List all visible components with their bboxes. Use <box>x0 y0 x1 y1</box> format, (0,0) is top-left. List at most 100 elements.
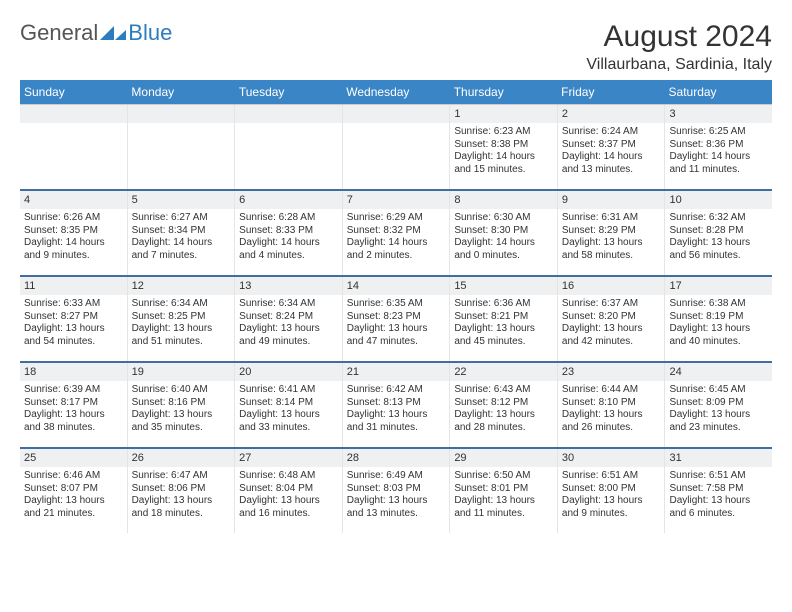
sunset-line: Sunset: 8:35 PM <box>24 225 123 238</box>
day-cell: 31Sunrise: 6:51 AMSunset: 7:58 PMDayligh… <box>665 449 772 533</box>
day-cell: 9Sunrise: 6:31 AMSunset: 8:29 PMDaylight… <box>558 191 666 275</box>
sunset-line: Sunset: 8:33 PM <box>239 225 338 238</box>
sunset-line: Sunset: 8:07 PM <box>24 483 123 496</box>
day-cell <box>20 105 128 189</box>
day-body: Sunrise: 6:34 AMSunset: 8:25 PMDaylight:… <box>128 295 235 361</box>
sunrise-line: Sunrise: 6:44 AM <box>562 384 661 397</box>
day-cell: 2Sunrise: 6:24 AMSunset: 8:37 PMDaylight… <box>558 105 666 189</box>
day-cell: 24Sunrise: 6:45 AMSunset: 8:09 PMDayligh… <box>665 363 772 447</box>
sunrise-line: Sunrise: 6:33 AM <box>24 298 123 311</box>
daylight-line: Daylight: 13 hours and 35 minutes. <box>132 409 231 434</box>
daylight-line: Daylight: 14 hours and 0 minutes. <box>454 237 553 262</box>
day-cell: 12Sunrise: 6:34 AMSunset: 8:25 PMDayligh… <box>128 277 236 361</box>
sunrise-line: Sunrise: 6:32 AM <box>669 212 768 225</box>
sunset-line: Sunset: 8:12 PM <box>454 397 553 410</box>
sunrise-line: Sunrise: 6:34 AM <box>132 298 231 311</box>
day-cell: 17Sunrise: 6:38 AMSunset: 8:19 PMDayligh… <box>665 277 772 361</box>
daylight-line: Daylight: 13 hours and 18 minutes. <box>132 495 231 520</box>
day-cell: 23Sunrise: 6:44 AMSunset: 8:10 PMDayligh… <box>558 363 666 447</box>
sunrise-line: Sunrise: 6:29 AM <box>347 212 446 225</box>
day-cell: 26Sunrise: 6:47 AMSunset: 8:06 PMDayligh… <box>128 449 236 533</box>
day-cell: 28Sunrise: 6:49 AMSunset: 8:03 PMDayligh… <box>343 449 451 533</box>
day-body: Sunrise: 6:26 AMSunset: 8:35 PMDaylight:… <box>20 209 127 275</box>
day-body: Sunrise: 6:47 AMSunset: 8:06 PMDaylight:… <box>128 467 235 533</box>
day-cell <box>343 105 451 189</box>
sunrise-line: Sunrise: 6:24 AM <box>562 126 661 139</box>
logo-mark-icon <box>100 24 126 42</box>
day-body <box>128 123 235 189</box>
sunset-line: Sunset: 8:34 PM <box>132 225 231 238</box>
day-body: Sunrise: 6:29 AMSunset: 8:32 PMDaylight:… <box>343 209 450 275</box>
sunset-line: Sunset: 8:03 PM <box>347 483 446 496</box>
day-number: 21 <box>343 363 450 381</box>
weeks-grid: 1Sunrise: 6:23 AMSunset: 8:38 PMDaylight… <box>20 104 772 533</box>
daylight-line: Daylight: 13 hours and 51 minutes. <box>132 323 231 348</box>
day-number: 11 <box>20 277 127 295</box>
day-number: 15 <box>450 277 557 295</box>
location-subtitle: Villaurbana, Sardinia, Italy <box>586 56 772 74</box>
sunrise-line: Sunrise: 6:51 AM <box>562 470 661 483</box>
sunset-line: Sunset: 8:14 PM <box>239 397 338 410</box>
sunrise-line: Sunrise: 6:51 AM <box>669 470 768 483</box>
day-cell: 11Sunrise: 6:33 AMSunset: 8:27 PMDayligh… <box>20 277 128 361</box>
day-cell: 16Sunrise: 6:37 AMSunset: 8:20 PMDayligh… <box>558 277 666 361</box>
day-cell: 18Sunrise: 6:39 AMSunset: 8:17 PMDayligh… <box>20 363 128 447</box>
day-cell: 14Sunrise: 6:35 AMSunset: 8:23 PMDayligh… <box>343 277 451 361</box>
sunset-line: Sunset: 8:38 PM <box>454 139 553 152</box>
day-cell <box>235 105 343 189</box>
daylight-line: Daylight: 13 hours and 9 minutes. <box>562 495 661 520</box>
day-number: 18 <box>20 363 127 381</box>
logo-text-blue: Blue <box>128 20 172 46</box>
sunset-line: Sunset: 8:06 PM <box>132 483 231 496</box>
daylight-line: Daylight: 13 hours and 45 minutes. <box>454 323 553 348</box>
sunset-line: Sunset: 8:20 PM <box>562 311 661 324</box>
day-cell: 13Sunrise: 6:34 AMSunset: 8:24 PMDayligh… <box>235 277 343 361</box>
day-body: Sunrise: 6:37 AMSunset: 8:20 PMDaylight:… <box>558 295 665 361</box>
month-title: August 2024 <box>586 20 772 54</box>
daylight-line: Daylight: 14 hours and 15 minutes. <box>454 151 553 176</box>
sunrise-line: Sunrise: 6:26 AM <box>24 212 123 225</box>
sunset-line: Sunset: 8:04 PM <box>239 483 338 496</box>
day-body: Sunrise: 6:36 AMSunset: 8:21 PMDaylight:… <box>450 295 557 361</box>
day-cell: 22Sunrise: 6:43 AMSunset: 8:12 PMDayligh… <box>450 363 558 447</box>
daylight-line: Daylight: 13 hours and 6 minutes. <box>669 495 768 520</box>
day-cell: 6Sunrise: 6:28 AMSunset: 8:33 PMDaylight… <box>235 191 343 275</box>
day-number: 22 <box>450 363 557 381</box>
sunset-line: Sunset: 8:25 PM <box>132 311 231 324</box>
day-number: 27 <box>235 449 342 467</box>
day-number: 16 <box>558 277 665 295</box>
calendar: SundayMondayTuesdayWednesdayThursdayFrid… <box>20 80 772 533</box>
sunrise-line: Sunrise: 6:42 AM <box>347 384 446 397</box>
sunrise-line: Sunrise: 6:35 AM <box>347 298 446 311</box>
day-cell: 19Sunrise: 6:40 AMSunset: 8:16 PMDayligh… <box>128 363 236 447</box>
sunrise-line: Sunrise: 6:25 AM <box>669 126 768 139</box>
sunrise-line: Sunrise: 6:49 AM <box>347 470 446 483</box>
sunrise-line: Sunrise: 6:41 AM <box>239 384 338 397</box>
daylight-line: Daylight: 14 hours and 4 minutes. <box>239 237 338 262</box>
day-number: 17 <box>665 277 772 295</box>
day-cell: 21Sunrise: 6:42 AMSunset: 8:13 PMDayligh… <box>343 363 451 447</box>
day-number: 13 <box>235 277 342 295</box>
daylight-line: Daylight: 13 hours and 23 minutes. <box>669 409 768 434</box>
day-number <box>235 105 342 123</box>
daylight-line: Daylight: 13 hours and 58 minutes. <box>562 237 661 262</box>
day-cell: 7Sunrise: 6:29 AMSunset: 8:32 PMDaylight… <box>343 191 451 275</box>
daylight-line: Daylight: 13 hours and 54 minutes. <box>24 323 123 348</box>
day-body: Sunrise: 6:27 AMSunset: 8:34 PMDaylight:… <box>128 209 235 275</box>
day-body: Sunrise: 6:38 AMSunset: 8:19 PMDaylight:… <box>665 295 772 361</box>
daylight-line: Daylight: 13 hours and 21 minutes. <box>24 495 123 520</box>
sunset-line: Sunset: 8:10 PM <box>562 397 661 410</box>
daylight-line: Daylight: 13 hours and 47 minutes. <box>347 323 446 348</box>
day-cell: 30Sunrise: 6:51 AMSunset: 8:00 PMDayligh… <box>558 449 666 533</box>
daylight-line: Daylight: 13 hours and 13 minutes. <box>347 495 446 520</box>
daylight-line: Daylight: 14 hours and 7 minutes. <box>132 237 231 262</box>
header-row: General Blue August 2024 Villaurbana, Sa… <box>20 20 772 74</box>
day-cell: 10Sunrise: 6:32 AMSunset: 8:28 PMDayligh… <box>665 191 772 275</box>
daylight-line: Daylight: 13 hours and 31 minutes. <box>347 409 446 434</box>
daylight-line: Daylight: 14 hours and 11 minutes. <box>669 151 768 176</box>
day-number: 5 <box>128 191 235 209</box>
day-body: Sunrise: 6:50 AMSunset: 8:01 PMDaylight:… <box>450 467 557 533</box>
week-row: 1Sunrise: 6:23 AMSunset: 8:38 PMDaylight… <box>20 105 772 191</box>
day-number: 26 <box>128 449 235 467</box>
day-number: 6 <box>235 191 342 209</box>
